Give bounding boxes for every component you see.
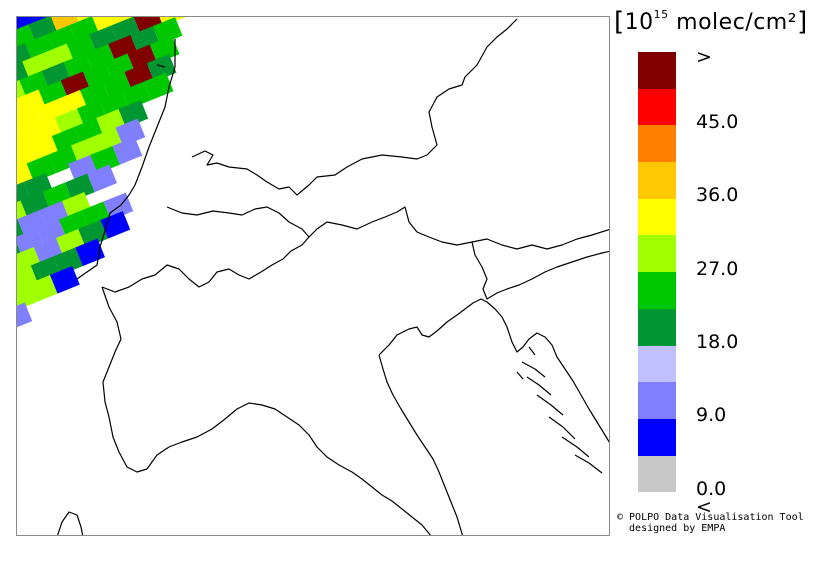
border-slovenia-croatia xyxy=(471,241,609,300)
swath-pixel xyxy=(152,17,183,45)
swath-pixel xyxy=(53,247,83,276)
swath-pixel xyxy=(121,81,152,110)
swath-pixel xyxy=(90,146,121,174)
border-swiss-italy xyxy=(101,236,310,293)
coast-adriatic-north xyxy=(378,298,609,443)
swath-scanline xyxy=(17,302,33,331)
credit-line-2: designed by EMPA xyxy=(617,523,726,534)
swath-pixel xyxy=(27,275,58,303)
legend-value-label: 45.0 xyxy=(696,110,739,133)
legend-swatch xyxy=(638,382,676,419)
unit-exponent: 15 xyxy=(653,7,669,21)
map-canvas[interactable] xyxy=(17,17,610,536)
legend-value-label: 36.0 xyxy=(696,184,739,207)
legend-value-label: > xyxy=(696,46,712,68)
legend-swatch xyxy=(638,235,676,273)
swath-pixel xyxy=(26,154,57,183)
border-france-italy xyxy=(101,286,148,473)
legend-value-label: 0.0 xyxy=(696,477,727,500)
coast-liguria xyxy=(146,402,432,535)
swath-pixel xyxy=(17,284,36,312)
swath-pixel xyxy=(65,173,95,202)
map-panel[interactable] xyxy=(16,16,610,536)
coastlines-and-borders xyxy=(57,18,609,535)
swath-scanline xyxy=(17,266,80,312)
border-alps xyxy=(166,206,609,250)
legend-swatch xyxy=(638,455,676,493)
swath-pixel xyxy=(87,164,118,193)
legend-swatch xyxy=(638,125,676,163)
swath-pixel xyxy=(118,100,149,128)
satellite-swath xyxy=(17,17,186,331)
legend-swatch xyxy=(638,162,676,199)
croatian-islands xyxy=(516,346,603,474)
unit-text: molec/cm² xyxy=(676,10,798,35)
swath-pixel xyxy=(146,54,177,82)
legend-swatch xyxy=(638,272,676,309)
swath-pixel xyxy=(50,266,80,294)
swath-pixel xyxy=(143,72,174,101)
swath-pixel xyxy=(78,220,109,248)
swath-pixel xyxy=(115,118,146,147)
legend-unit-label: [1015 molec/cm²] xyxy=(614,7,808,37)
legend-swatch xyxy=(638,418,676,456)
legend-swatch xyxy=(638,198,676,236)
border-north xyxy=(76,18,518,280)
coast-adriatic-italy xyxy=(378,354,464,535)
coast-corsica xyxy=(57,511,84,535)
swath-pixel xyxy=(112,137,143,165)
unit-base: 10 xyxy=(624,10,654,35)
swath-pixel xyxy=(100,211,131,239)
swath-pixel xyxy=(155,17,186,27)
credit-line-1: © POLPO Data Visualisation Tool xyxy=(617,512,804,523)
legend-swatch xyxy=(638,345,676,383)
legend-value-label: 27.0 xyxy=(696,257,739,280)
legend-swatch xyxy=(638,308,676,346)
legend-swatch xyxy=(638,88,676,126)
swath-pixel xyxy=(149,35,180,64)
legend-swatch xyxy=(638,52,676,89)
color-legend xyxy=(638,52,676,493)
swath-pixel xyxy=(17,302,33,331)
legend-value-label: 18.0 xyxy=(696,330,739,353)
legend-value-label: 9.0 xyxy=(696,404,727,427)
legend-value-label: < xyxy=(696,496,712,519)
credit-text: © POLPO Data Visualisation Tool designed… xyxy=(617,512,804,534)
